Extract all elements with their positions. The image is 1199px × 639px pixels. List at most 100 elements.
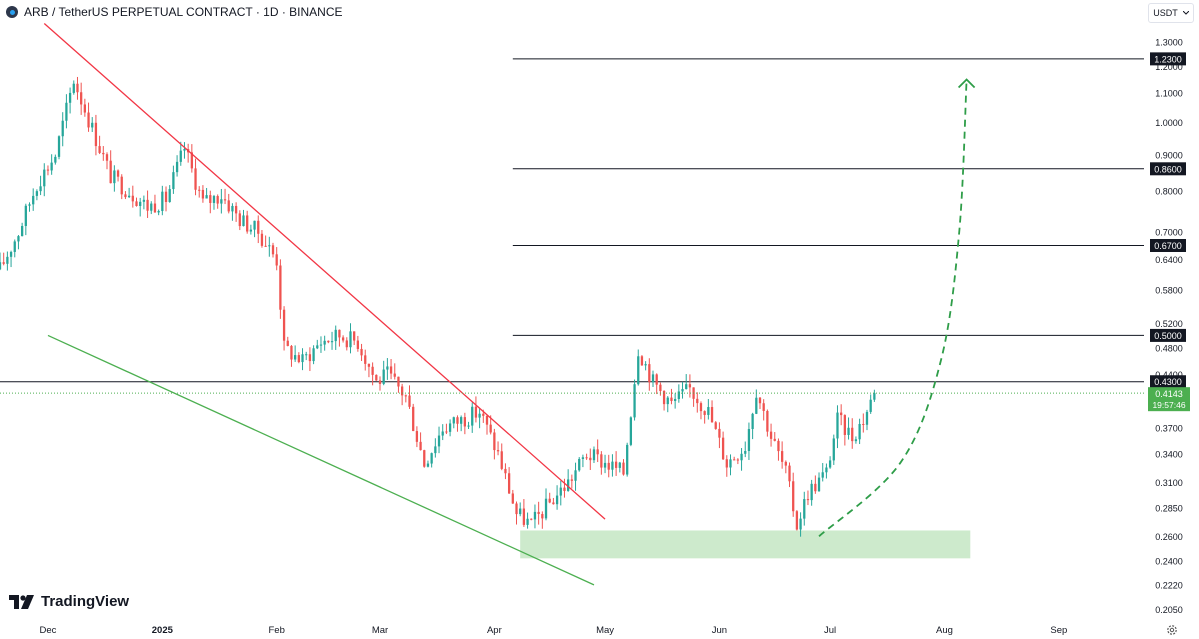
candle[interactable] bbox=[297, 352, 300, 364]
candle[interactable] bbox=[54, 154, 57, 165]
candle[interactable] bbox=[393, 363, 396, 380]
candle[interactable] bbox=[651, 370, 655, 388]
candle[interactable] bbox=[729, 454, 732, 476]
candle[interactable] bbox=[747, 422, 751, 460]
candle[interactable] bbox=[788, 462, 791, 488]
candle[interactable] bbox=[614, 451, 618, 476]
candle[interactable] bbox=[260, 229, 264, 248]
candle[interactable] bbox=[574, 462, 577, 491]
candle[interactable] bbox=[341, 335, 345, 343]
candle[interactable] bbox=[231, 203, 234, 221]
candle[interactable] bbox=[696, 392, 699, 413]
candle[interactable] bbox=[286, 336, 289, 347]
candle[interactable] bbox=[279, 259, 282, 319]
candle[interactable] bbox=[854, 436, 858, 444]
candle[interactable] bbox=[353, 331, 356, 346]
candle[interactable] bbox=[271, 242, 275, 258]
candle[interactable] bbox=[13, 239, 16, 258]
candle[interactable] bbox=[714, 421, 717, 430]
candle[interactable] bbox=[205, 187, 208, 199]
candle[interactable] bbox=[150, 201, 153, 215]
candle[interactable] bbox=[356, 335, 360, 352]
candle[interactable] bbox=[20, 222, 24, 237]
candle[interactable] bbox=[83, 98, 86, 117]
candle[interactable] bbox=[275, 247, 278, 271]
candle[interactable] bbox=[408, 385, 411, 409]
candle[interactable] bbox=[253, 220, 256, 238]
candle[interactable] bbox=[541, 511, 544, 529]
candle[interactable] bbox=[437, 426, 441, 454]
candle[interactable] bbox=[139, 197, 142, 217]
candle[interactable] bbox=[662, 390, 666, 411]
candle[interactable] bbox=[367, 363, 371, 378]
candle[interactable] bbox=[526, 512, 529, 529]
candle[interactable] bbox=[843, 414, 846, 446]
candle[interactable] bbox=[847, 417, 850, 440]
candle[interactable] bbox=[740, 448, 743, 471]
candle[interactable] bbox=[91, 117, 94, 132]
candle[interactable] bbox=[441, 424, 444, 441]
candle[interactable] bbox=[699, 401, 703, 420]
candle[interactable] bbox=[570, 474, 573, 489]
candle[interactable] bbox=[710, 400, 714, 423]
candle[interactable] bbox=[50, 154, 53, 175]
candle[interactable] bbox=[35, 189, 39, 201]
candle[interactable] bbox=[389, 358, 393, 380]
candle[interactable] bbox=[201, 185, 205, 203]
candle[interactable] bbox=[792, 472, 795, 517]
candle[interactable] bbox=[28, 202, 31, 212]
candle[interactable] bbox=[246, 210, 249, 234]
candle[interactable] bbox=[57, 135, 61, 160]
candle[interactable] bbox=[806, 490, 810, 506]
candle[interactable] bbox=[72, 80, 75, 95]
candle[interactable] bbox=[68, 87, 72, 114]
candle[interactable] bbox=[168, 185, 171, 203]
candle[interactable] bbox=[290, 345, 293, 367]
candle[interactable] bbox=[618, 461, 621, 473]
candle[interactable] bbox=[600, 451, 603, 475]
candle[interactable] bbox=[637, 349, 640, 386]
candle[interactable] bbox=[592, 446, 596, 464]
candle[interactable] bbox=[648, 358, 651, 391]
candle[interactable] bbox=[349, 323, 352, 354]
candle[interactable] bbox=[537, 501, 540, 525]
candle[interactable] bbox=[611, 454, 614, 477]
candle[interactable] bbox=[784, 460, 787, 474]
candle[interactable] bbox=[17, 235, 20, 250]
candle[interactable] bbox=[688, 374, 692, 398]
candle[interactable] bbox=[124, 191, 127, 200]
candle[interactable] bbox=[836, 405, 839, 449]
candle[interactable] bbox=[769, 423, 773, 447]
candle[interactable] bbox=[766, 409, 769, 437]
candle[interactable] bbox=[183, 142, 186, 159]
candle[interactable] bbox=[869, 394, 872, 414]
candle[interactable] bbox=[334, 325, 337, 350]
candle[interactable] bbox=[563, 478, 566, 498]
candle[interactable] bbox=[559, 480, 562, 506]
candle[interactable] bbox=[378, 376, 382, 391]
candle[interactable] bbox=[76, 76, 79, 100]
candle[interactable] bbox=[423, 449, 426, 468]
candle[interactable] bbox=[478, 408, 481, 429]
candle[interactable] bbox=[703, 410, 706, 424]
candle[interactable] bbox=[223, 188, 227, 205]
candle[interactable] bbox=[825, 463, 828, 479]
candle[interactable] bbox=[172, 165, 175, 194]
candle[interactable] bbox=[142, 195, 146, 210]
candle[interactable] bbox=[319, 336, 323, 353]
candle[interactable] bbox=[644, 361, 647, 371]
candle[interactable] bbox=[718, 422, 721, 449]
candle[interactable] bbox=[567, 469, 570, 492]
candle[interactable] bbox=[190, 144, 193, 173]
candle[interactable] bbox=[209, 190, 212, 214]
candle[interactable] bbox=[360, 343, 363, 361]
candle[interactable] bbox=[43, 163, 46, 197]
candle[interactable] bbox=[257, 215, 260, 244]
candle[interactable] bbox=[504, 463, 507, 480]
candle[interactable] bbox=[448, 419, 452, 437]
candle[interactable] bbox=[216, 194, 219, 209]
candle[interactable] bbox=[419, 432, 422, 451]
candle[interactable] bbox=[220, 188, 223, 214]
candle[interactable] bbox=[751, 412, 754, 440]
